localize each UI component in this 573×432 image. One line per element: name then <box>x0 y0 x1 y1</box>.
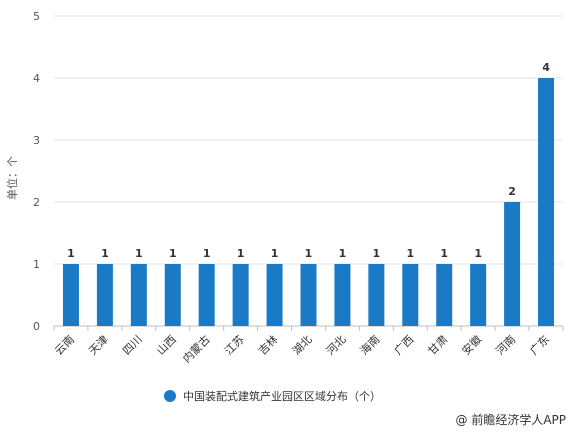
x-tick-label: 内蒙古 <box>180 332 213 365</box>
x-tick-label: 天津 <box>86 333 111 358</box>
data-label: 2 <box>508 185 516 198</box>
bar[interactable] <box>96 264 113 326</box>
bar[interactable] <box>538 78 555 326</box>
bar[interactable] <box>334 264 351 326</box>
source-credit: @ 前瞻经济学人APP <box>456 412 567 427</box>
data-label: 1 <box>237 247 245 260</box>
data-labels: 1 1 1 1 1 1 1 1 1 1 1 1 1 2 4 <box>67 61 550 260</box>
data-label: 1 <box>101 247 109 260</box>
data-label: 1 <box>305 247 313 260</box>
x-tick-label: 广东 <box>527 333 552 358</box>
data-label: 1 <box>373 247 381 260</box>
legend-marker <box>164 390 176 402</box>
x-tick-label: 河北 <box>324 333 349 358</box>
y-tick-label: 5 <box>33 10 40 23</box>
x-tick-label: 甘肃 <box>426 333 451 358</box>
y-tick-label: 3 <box>33 134 40 147</box>
bar[interactable] <box>62 264 79 326</box>
data-label: 1 <box>271 247 279 260</box>
x-tick-label: 江苏 <box>222 333 247 358</box>
y-tick-label: 2 <box>33 196 40 209</box>
data-label: 1 <box>440 247 448 260</box>
bar[interactable] <box>368 264 385 326</box>
bar[interactable] <box>504 202 521 326</box>
bar[interactable] <box>266 264 283 326</box>
data-label: 1 <box>203 247 211 260</box>
bar[interactable] <box>198 264 215 326</box>
data-label: 1 <box>474 247 482 260</box>
legend-label: 中国装配式建筑产业园区区域分布（个） <box>183 389 381 403</box>
x-tick-label: 河南 <box>493 333 518 358</box>
x-tick-label: 四川 <box>120 333 145 358</box>
data-label: 1 <box>339 247 347 260</box>
y-axis-ticks: 0 1 2 3 4 5 <box>33 10 40 333</box>
data-label: 1 <box>135 247 143 260</box>
bar[interactable] <box>300 264 317 326</box>
y-axis-title: 单位：个 <box>5 156 19 200</box>
x-axis-labels: 云南 天津 四川 山西 内蒙古 江苏 吉林 湖北 河北 海南 广西 甘肃 安徽 河南 广东 <box>52 332 552 365</box>
bar[interactable] <box>232 264 249 326</box>
x-tick-label: 湖北 <box>290 333 315 358</box>
bar[interactable] <box>470 264 487 326</box>
x-tick-label: 海南 <box>357 332 382 357</box>
bar[interactable] <box>402 264 419 326</box>
x-tick-label: 安徽 <box>459 332 484 357</box>
bar[interactable] <box>164 264 181 326</box>
y-tick-label: 4 <box>33 72 40 85</box>
data-label: 1 <box>169 247 177 260</box>
data-label: 4 <box>542 61 550 74</box>
bars <box>62 78 555 326</box>
y-tick-label: 0 <box>33 320 40 333</box>
y-tick-label: 1 <box>33 258 40 271</box>
x-tick-label: 山西 <box>154 333 179 358</box>
bar[interactable] <box>130 264 147 326</box>
x-tick-label: 广西 <box>392 333 417 358</box>
x-tick-label: 云南 <box>52 333 77 358</box>
data-label: 1 <box>406 247 414 260</box>
bar[interactable] <box>436 264 453 326</box>
legend[interactable]: 中国装配式建筑产业园区区域分布（个） <box>164 389 381 403</box>
x-tick-label: 吉林 <box>255 332 280 357</box>
data-label: 1 <box>67 247 75 260</box>
